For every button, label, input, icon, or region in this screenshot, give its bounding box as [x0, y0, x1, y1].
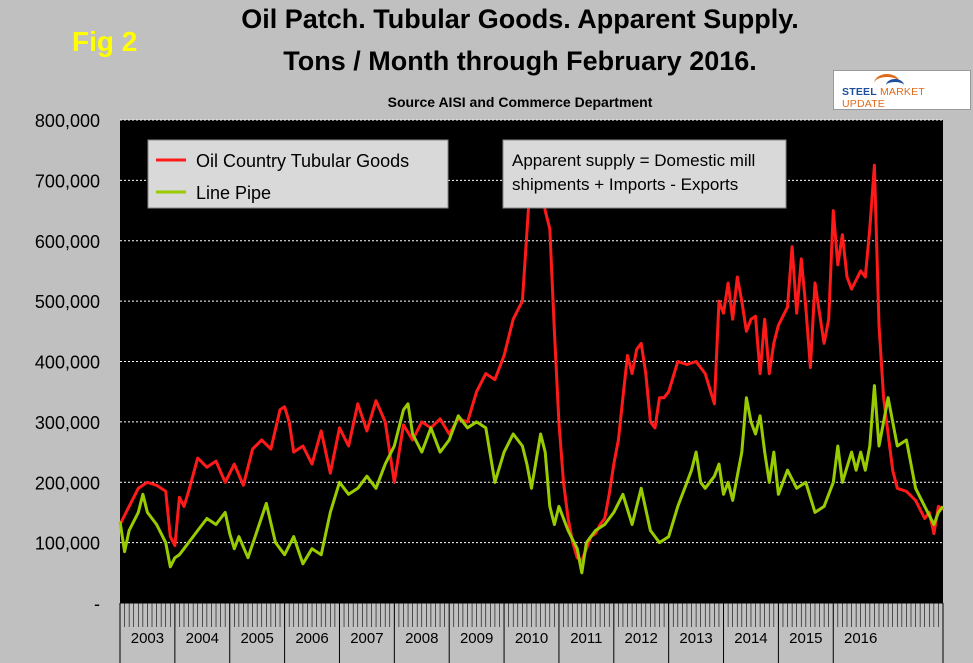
y-tick-label: 700,000: [35, 171, 100, 191]
x-tick-label: 2008: [405, 630, 438, 647]
series-line-linepipe: [118, 384, 945, 575]
chart-title-line2: Tons / Month through February 2016.: [283, 46, 757, 76]
figure-label: Fig 2: [72, 26, 138, 57]
x-tick-label: 2006: [295, 630, 328, 647]
x-tick-label: 2010: [515, 630, 548, 647]
legend-box: [147, 139, 449, 209]
chart-title: Oil Patch. Tubular Goods. Apparent Suppl…: [241, 4, 799, 34]
annotation-box: [502, 139, 787, 209]
x-tick-label: 2011: [570, 630, 602, 647]
y-tick-label: 600,000: [35, 232, 100, 252]
y-tick-label: 200,000: [35, 473, 100, 493]
logo-swoosh-orange: [874, 74, 900, 93]
legend-label: Line Pipe: [196, 183, 271, 203]
y-tick-label: 400,000: [35, 353, 100, 373]
annotation-text: shipments + Imports - Exports: [512, 175, 738, 194]
series-line-ocgt: [118, 157, 944, 563]
x-tick-label: 2003: [131, 630, 164, 647]
legend-label: Oil Country Tubular Goods: [196, 151, 409, 171]
steel-market-update-logo: STEEL MARKET UPDATE: [833, 70, 971, 110]
y-tick-label: -: [94, 594, 100, 614]
x-tick-label: 2014: [734, 630, 767, 647]
x-tick-label: 2004: [186, 630, 219, 647]
x-tick-label: 2012: [625, 630, 658, 647]
x-tick-label: 2015: [789, 630, 822, 647]
logo-text: STEEL MARKET UPDATE: [842, 86, 925, 110]
logo-swoosh-blue: [886, 79, 904, 92]
x-tick-label: 2009: [460, 630, 493, 647]
x-tick-label: 2016: [844, 630, 877, 647]
x-tick-label: 2005: [240, 630, 273, 647]
chart-subtitle: Source AISI and Commerce Department: [387, 94, 653, 110]
y-tick-label: 100,000: [35, 534, 100, 554]
y-tick-label: 300,000: [35, 413, 100, 433]
annotation-text: Apparent supply = Domestic mill: [512, 151, 755, 170]
x-tick-label: 2013: [679, 630, 712, 647]
x-tick-label: 2007: [350, 630, 383, 647]
y-tick-label: 500,000: [35, 292, 100, 312]
y-tick-label: 800,000: [35, 111, 100, 131]
